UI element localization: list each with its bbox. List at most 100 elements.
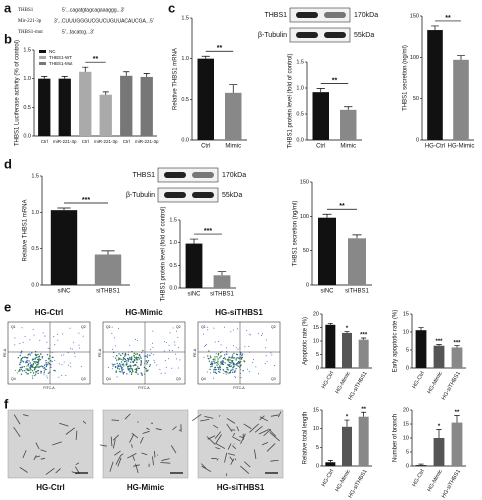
flow-dot — [112, 365, 114, 367]
flow-dot — [20, 357, 23, 360]
flow-dot — [140, 372, 142, 374]
tube-structure — [249, 423, 260, 433]
bar — [342, 426, 352, 466]
flow-dot — [63, 361, 65, 363]
flow-dot — [30, 369, 32, 371]
flow-dot — [14, 369, 16, 371]
flow-dot — [114, 363, 116, 366]
y-tick-label: 10 — [403, 435, 409, 441]
flow-dot — [232, 369, 234, 371]
flow-dot — [118, 357, 120, 359]
flow-dot — [205, 344, 207, 346]
flow-dot — [146, 361, 149, 364]
flow-dot — [43, 372, 45, 374]
flow-dot — [19, 370, 21, 372]
flow-dot — [217, 358, 219, 360]
flow-dot — [220, 355, 222, 357]
flow-dot — [240, 358, 243, 360]
flow-dot — [207, 329, 209, 331]
tube-structure — [270, 414, 279, 417]
x-tick-label: HG-Ctrl — [411, 469, 426, 488]
flow-dot — [159, 368, 161, 370]
band-name: THBS1 — [132, 172, 155, 179]
flow-dot — [122, 359, 124, 361]
flow-dot — [117, 367, 119, 370]
flow-dot — [23, 356, 25, 358]
flow-dot — [175, 330, 177, 332]
error-bar — [57, 207, 71, 211]
x-tick-label: HG-siTHBS1 — [441, 371, 462, 402]
flow-dot — [25, 371, 27, 374]
quadrant-label: Q1 — [201, 325, 206, 329]
y-axis-label: Relative total length — [303, 412, 309, 465]
error-bar — [101, 250, 115, 255]
x-tick-label: HG-Mimic — [335, 371, 353, 395]
error-bar — [82, 66, 89, 72]
flow-dot — [217, 360, 219, 362]
panel-label: f — [4, 396, 9, 411]
flow-dot — [228, 361, 231, 364]
flow-dot — [231, 357, 234, 359]
flow-dot — [213, 327, 215, 329]
flow-dot — [29, 367, 31, 369]
tube-structure — [226, 423, 233, 432]
y-tick-label: 1.0 — [169, 240, 177, 246]
tube-structure — [114, 450, 121, 456]
tube-structure — [192, 414, 202, 422]
error-bar — [217, 271, 227, 276]
flow-dot — [215, 372, 218, 375]
band-size: 170kDa — [222, 172, 246, 179]
tube-structure — [200, 418, 210, 422]
flow-dot — [28, 353, 30, 355]
flow-dot — [14, 344, 16, 346]
tube-structure — [227, 443, 232, 450]
flow-dot — [35, 356, 38, 358]
blot-band — [192, 192, 214, 198]
flow-dot — [224, 358, 227, 360]
flow-frame — [197, 321, 281, 385]
bar — [451, 347, 463, 368]
flow-dot — [229, 359, 231, 361]
blot-strip — [289, 7, 351, 23]
flow-dot — [230, 369, 233, 371]
flow-dot — [125, 353, 127, 355]
tube-structure — [111, 419, 120, 421]
flow-dot — [207, 326, 209, 328]
y-axis-label: THBS1 protein level (fold of control) — [161, 206, 167, 301]
flow-dot — [14, 337, 16, 339]
flow-dot — [42, 332, 44, 334]
flow-dot — [119, 370, 121, 373]
flow-dot — [152, 346, 154, 348]
bar — [318, 217, 336, 285]
flow-dot — [145, 355, 147, 357]
flow-dot — [38, 355, 41, 357]
y-tick-label: 10 — [313, 426, 319, 432]
flow-dot — [112, 363, 114, 366]
flow-dot — [218, 364, 220, 366]
flow-dot — [38, 358, 40, 360]
panel-label: e — [4, 299, 11, 314]
flow-dot — [133, 360, 135, 363]
flow-dot — [136, 359, 138, 361]
flow-dot — [130, 366, 132, 368]
quadrant-label: Q4 — [11, 377, 16, 381]
x-tick-label: HG-Ctrl — [411, 371, 426, 390]
y-tick-label: 100 — [300, 214, 309, 220]
y-tick-label: 1.5 — [181, 15, 189, 21]
flow-dot — [240, 377, 242, 379]
panel-label: d — [4, 156, 12, 171]
flow-dot — [273, 364, 275, 366]
flow-dot — [135, 371, 138, 374]
flow-title: HG-Ctrl — [35, 308, 63, 317]
flow-dot — [114, 365, 117, 368]
flow-dot — [264, 363, 266, 365]
flow-dot — [72, 341, 74, 343]
flow-dot — [271, 354, 273, 356]
flow-dot — [208, 350, 210, 352]
flow-frame — [102, 321, 186, 385]
flow-dot — [70, 366, 72, 368]
flow-dot — [25, 362, 27, 364]
flow-dot — [124, 358, 127, 361]
tube-structure — [100, 444, 107, 447]
y-axis-label: THBS1 Luciferase activity (% of control) — [15, 40, 21, 146]
